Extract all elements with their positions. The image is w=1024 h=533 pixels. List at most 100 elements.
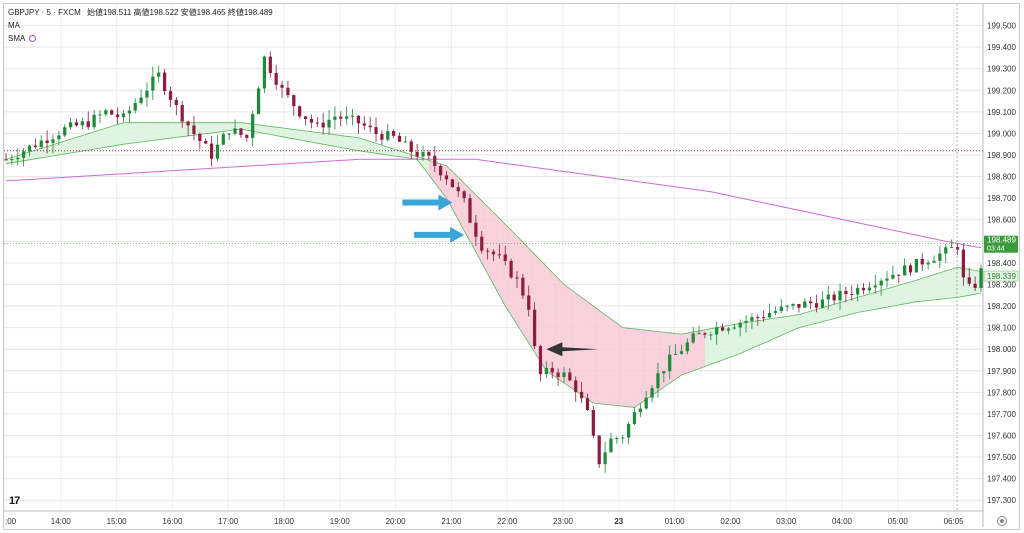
symbol-name[interactable]: GBPJPY · 5 · FXCM — [8, 8, 81, 17]
ma-cloud-segment — [381, 145, 388, 156]
candle-body — [333, 116, 337, 120]
candle-body — [832, 294, 836, 301]
ma-cloud-segment — [511, 230, 517, 325]
ma-cloud-segment — [76, 135, 83, 153]
ma-cloud-segment — [58, 140, 65, 155]
ma-indicator-label[interactable]: MA — [8, 21, 20, 30]
y-tick-label: 197.800 — [987, 388, 1016, 397]
x-tick-label: 19:00 — [330, 517, 351, 526]
candle-body — [597, 435, 601, 465]
ma-cloud-segment — [152, 122, 159, 141]
candle-body — [104, 110, 108, 115]
candle-body — [392, 131, 396, 136]
candle-body — [309, 119, 314, 123]
candle-body — [63, 127, 67, 136]
ma-cloud-segment — [875, 290, 882, 310]
ma-cloud-segment — [746, 321, 752, 351]
ma-cloud-segment — [35, 148, 42, 159]
candle-body — [785, 305, 789, 307]
y-tick-label: 198.300 — [987, 280, 1016, 289]
candle-body — [938, 253, 942, 261]
candle-body — [16, 157, 20, 160]
candle-body — [861, 287, 866, 291]
ma-cloud-segment — [804, 311, 811, 327]
bar-countdown-label: 03:44 — [987, 246, 1005, 253]
ma-cloud-segment — [522, 242, 529, 344]
sma-settings-icon[interactable] — [29, 35, 37, 42]
candle-body — [245, 134, 249, 138]
candle-body — [345, 116, 349, 119]
candle-body — [615, 438, 619, 440]
candle-body — [45, 140, 49, 144]
ma-cloud-segment — [922, 276, 929, 302]
ma-cloud-segment — [881, 288, 888, 309]
ma-cloud-segment — [105, 126, 112, 148]
ma-cloud-segment — [211, 122, 218, 133]
candle-body — [192, 125, 196, 134]
ma-cloud-segment — [810, 309, 817, 325]
ma-cloud-segment — [828, 304, 835, 321]
candle-body — [362, 123, 366, 126]
candle-body — [879, 280, 883, 286]
candle-body — [603, 452, 607, 465]
candle-body — [732, 327, 736, 329]
candle-body — [903, 265, 907, 276]
ma-cloud-segment — [928, 274, 935, 301]
candle-body — [897, 274, 901, 276]
candle-body — [967, 277, 971, 284]
ma-cloud-segment — [863, 293, 870, 312]
ma-cloud-segment — [769, 318, 776, 341]
ma-cloud-segment — [176, 122, 183, 138]
ma-cloud-segment — [282, 127, 288, 138]
x-tick-label: 23:00 — [553, 517, 574, 526]
candle-body — [691, 333, 695, 343]
ma-cloud-segment — [141, 122, 147, 142]
candle-body — [644, 397, 648, 409]
settings-icon[interactable] — [997, 516, 1007, 526]
candle-body — [256, 88, 261, 115]
ma-cloud-segment — [376, 143, 382, 155]
candle-body — [550, 367, 554, 373]
candle-body — [856, 287, 860, 295]
x-tick-label: 06:05 — [944, 517, 965, 526]
ma-cloud-segment — [734, 323, 741, 356]
ma-cloud-segment — [170, 122, 177, 139]
x-tick-label: 23 — [614, 517, 623, 526]
candle-body — [303, 116, 308, 120]
ma-cloud-segment — [258, 124, 265, 134]
x-tick-label: 18:00 — [274, 517, 295, 526]
ma-cloud-segment — [934, 272, 940, 300]
candle-body — [139, 97, 143, 104]
ma-cloud-segment — [458, 177, 465, 231]
candle-body — [415, 151, 419, 157]
ma-cloud-segment — [305, 130, 312, 143]
ma-cloud-segment — [787, 315, 794, 333]
ma-cloud-segment — [593, 306, 600, 404]
ma-cloud-segment — [675, 333, 682, 380]
candle-body — [944, 247, 948, 254]
ma-cloud-segment — [763, 318, 770, 344]
symbol-header[interactable]: GBPJPY · 5 · FXCM 始値198.511 高値198.522 安値… — [8, 7, 273, 18]
ma-cloud-segment — [540, 260, 547, 371]
ma-cloud-segment — [663, 332, 670, 388]
last-price-label: 198.489 — [987, 236, 1016, 245]
candle-body — [885, 278, 889, 281]
ma-cloud-segment — [751, 320, 758, 349]
candle-body — [421, 152, 425, 157]
ma-cloud-segment — [276, 127, 283, 137]
candle-body — [268, 56, 272, 73]
candle-body — [738, 322, 742, 328]
tradingview-logo-icon[interactable]: 17 — [9, 495, 20, 507]
sma-indicator-row[interactable]: SMA — [8, 34, 37, 43]
candle-body — [215, 144, 220, 159]
ma-cloud-segment — [728, 324, 735, 358]
candle-body — [486, 250, 490, 252]
candle-body — [591, 409, 595, 436]
candle-body — [891, 274, 895, 279]
sma-indicator-label: SMA — [8, 34, 26, 43]
candle-body — [409, 141, 413, 152]
candle-body — [68, 122, 73, 128]
ma-slow-line — [5, 128, 982, 408]
ma-cloud-segment — [70, 137, 77, 153]
